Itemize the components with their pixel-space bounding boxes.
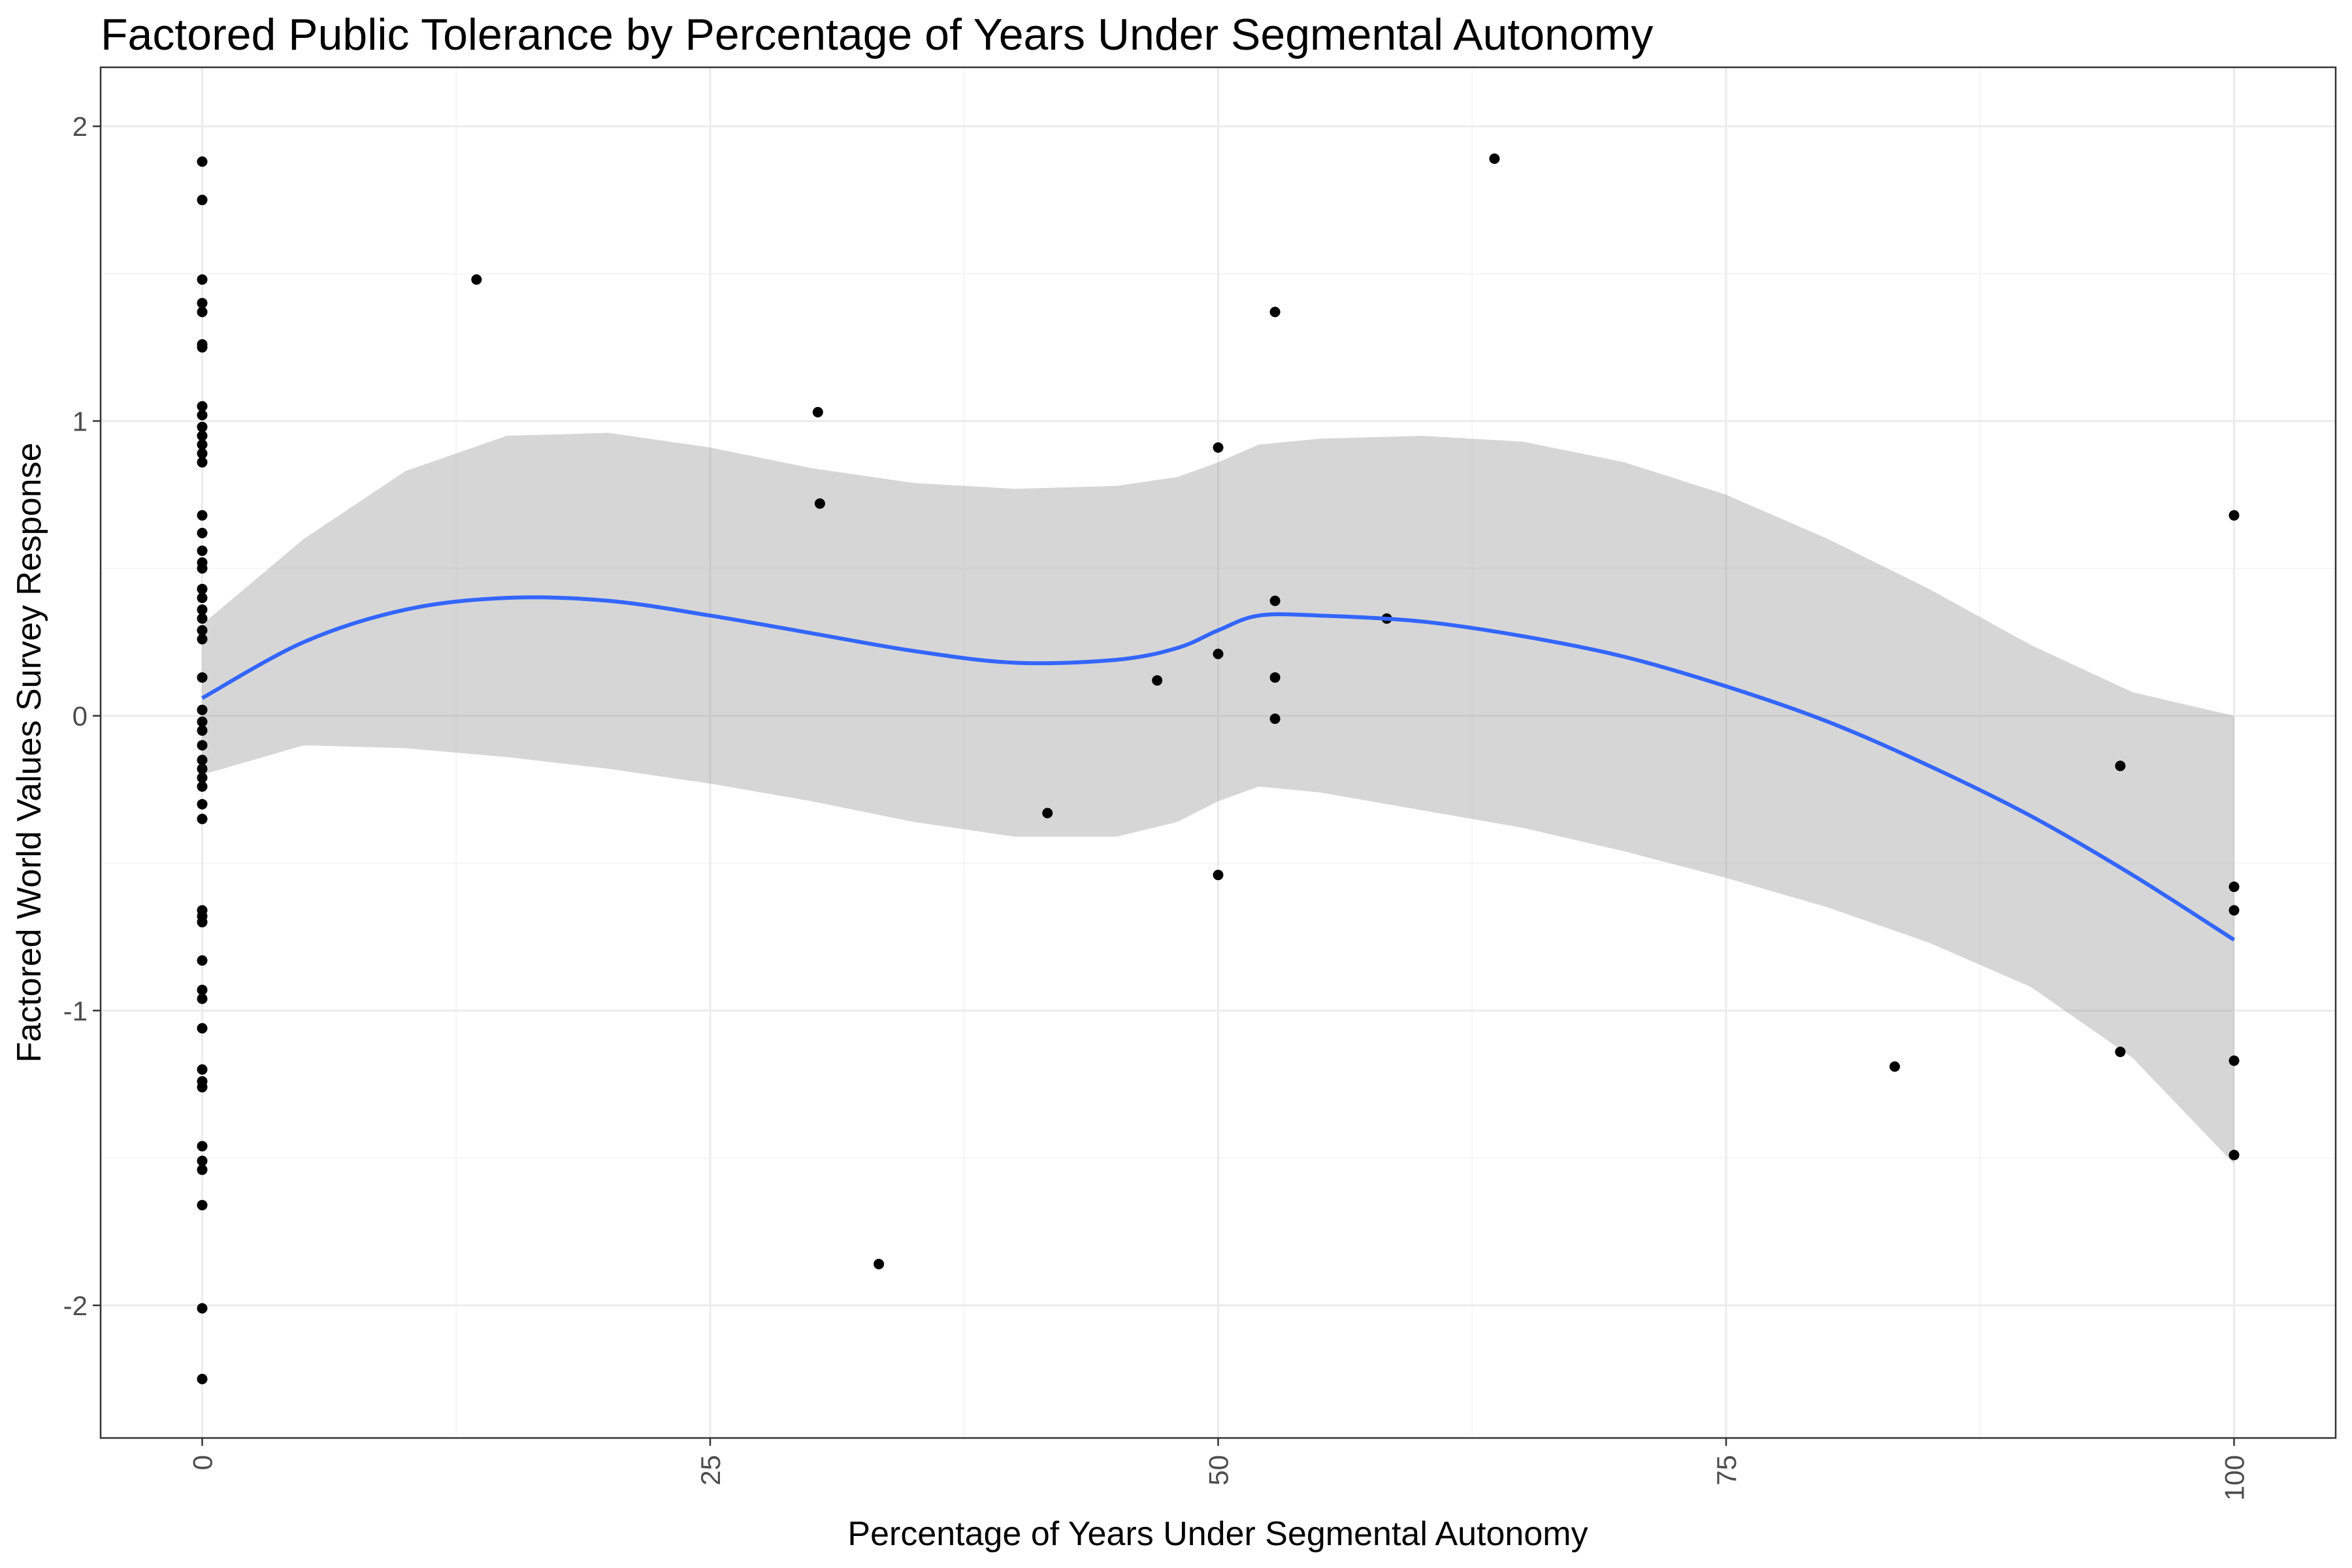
data-point	[197, 704, 208, 715]
smooth-line	[201, 595, 2236, 942]
data-point	[197, 593, 208, 604]
data-point	[197, 563, 208, 574]
data-point	[1152, 675, 1163, 686]
x-tick-label: 50	[1203, 1455, 1234, 1486]
data-point	[197, 457, 208, 468]
data-point	[197, 1164, 208, 1175]
data-point	[197, 634, 208, 645]
data-point	[197, 1155, 208, 1166]
data-point	[197, 195, 208, 206]
data-point	[197, 716, 208, 727]
data-point	[197, 740, 208, 751]
y-tick-label: -2	[63, 1290, 88, 1321]
data-point	[1489, 153, 1500, 164]
chart-title: Factored Public Tolerance by Percentage …	[101, 10, 1653, 59]
data-point	[197, 1082, 208, 1093]
data-point	[197, 755, 208, 766]
data-point	[471, 274, 482, 285]
data-point	[1269, 672, 1281, 683]
data-point	[1213, 870, 1224, 881]
data-point	[197, 1141, 208, 1152]
data-point	[197, 772, 208, 783]
y-axis-title: Factored World Values Survey Response	[10, 443, 48, 1063]
data-point	[197, 448, 208, 459]
data-point	[874, 1258, 885, 1269]
data-point	[197, 439, 208, 450]
data-point	[1269, 595, 1281, 606]
y-tick-label: 1	[73, 406, 88, 436]
data-point	[197, 430, 208, 441]
data-point	[197, 1303, 208, 1314]
data-point	[197, 955, 208, 966]
data-point	[197, 297, 208, 308]
y-tick-label: -1	[63, 996, 88, 1026]
data-point	[197, 410, 208, 421]
data-point	[1889, 1061, 1901, 1072]
data-point	[197, 156, 208, 167]
data-point	[197, 993, 208, 1004]
y-axis: -2 -1 0 1 2	[63, 111, 101, 1321]
grid-lines	[101, 67, 2336, 1438]
data-point	[1042, 808, 1053, 819]
data-point	[197, 400, 208, 412]
x-tick-label: 25	[695, 1455, 726, 1486]
data-point	[197, 583, 208, 595]
data-point	[197, 1373, 208, 1384]
x-tick-label: 0	[188, 1455, 218, 1470]
plot-panel	[99, 66, 2337, 1439]
data-point	[197, 613, 208, 624]
data-point	[2115, 760, 2126, 772]
data-point	[814, 498, 825, 509]
data-point	[197, 917, 208, 928]
data-point	[197, 604, 208, 615]
y-tick-label: 0	[73, 701, 88, 732]
x-axis: 0 25 50 75 100	[188, 1438, 2250, 1501]
data-point	[197, 672, 208, 683]
data-point	[1213, 442, 1224, 453]
data-point	[197, 625, 208, 636]
data-point	[197, 985, 208, 996]
data-point	[197, 421, 208, 433]
data-point	[2229, 881, 2240, 892]
data-point	[2229, 1055, 2240, 1066]
data-point	[197, 342, 208, 353]
data-point	[197, 306, 208, 318]
data-point	[197, 763, 208, 774]
x-axis-title: Percentage of Years Under Segmental Auto…	[847, 1515, 1588, 1553]
data-point	[812, 406, 823, 417]
data-point	[197, 1064, 208, 1075]
data-point	[1269, 306, 1281, 318]
data-point	[197, 1022, 208, 1034]
data-point	[197, 813, 208, 825]
x-tick-label: 100	[2219, 1455, 2250, 1501]
data-point	[2115, 1046, 2126, 1057]
x-tick-label: 75	[1711, 1455, 1742, 1486]
data-point	[197, 527, 208, 538]
data-point	[197, 510, 208, 521]
data-point	[197, 725, 208, 736]
data-point	[1269, 713, 1281, 725]
y-tick-label: 2	[73, 111, 88, 142]
data-point	[2229, 905, 2240, 916]
data-point	[197, 545, 208, 556]
data-point	[197, 798, 208, 809]
data-point	[2229, 510, 2240, 521]
data-point	[1213, 648, 1224, 659]
data-point	[197, 1200, 208, 1211]
data-point	[2229, 1149, 2240, 1160]
data-point	[197, 781, 208, 792]
data-point	[197, 274, 208, 285]
data-points	[197, 153, 2240, 1384]
